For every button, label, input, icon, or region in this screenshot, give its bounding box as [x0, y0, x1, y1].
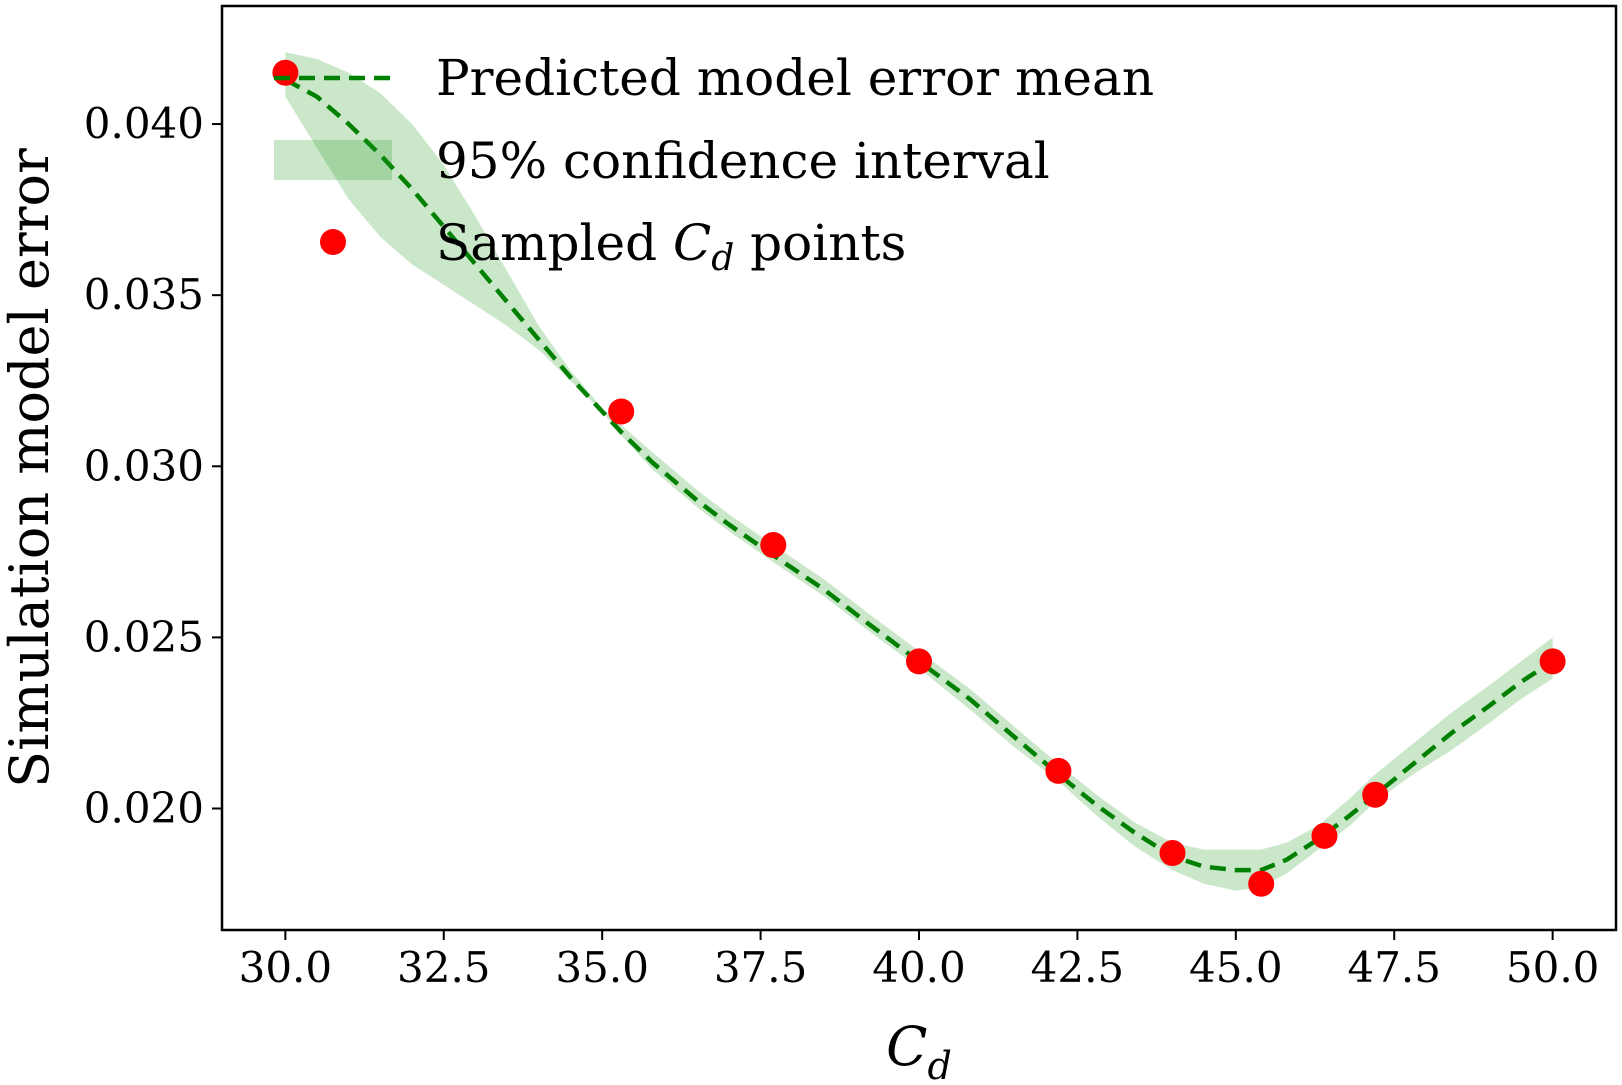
- x-tick-label: 35.0: [555, 943, 649, 992]
- y-tick-label: 0.030: [84, 441, 204, 490]
- sampled-point: [1248, 870, 1275, 897]
- x-axis-title: Cd: [886, 1015, 952, 1085]
- x-tick-label: 50.0: [1506, 943, 1600, 992]
- x-tick-label: 47.5: [1347, 943, 1441, 992]
- confidence-band: [285, 52, 1553, 891]
- x-tick-label: 42.5: [1031, 943, 1125, 992]
- legend-label-points: Sampled Cd points: [436, 214, 906, 279]
- legend-swatch-points: [320, 229, 346, 255]
- x-tick-label: 32.5: [397, 943, 491, 992]
- x-tick-label: 30.0: [239, 943, 333, 992]
- y-tick-label: 0.025: [84, 612, 204, 661]
- sampled-point: [1539, 648, 1566, 675]
- x-tick-label: 40.0: [872, 943, 966, 992]
- sampled-point: [1159, 840, 1186, 866]
- sampled-point: [1311, 822, 1338, 849]
- y-axis-title: Simulation model error: [0, 148, 61, 788]
- sampled-point: [1045, 757, 1072, 784]
- sampled-point: [608, 398, 635, 425]
- x-tick-label: 45.0: [1189, 943, 1283, 992]
- legend: Predicted model error mean 95% confidenc…: [274, 49, 1154, 279]
- sampled-point: [1362, 781, 1389, 808]
- sampled-point: [906, 648, 932, 675]
- y-tick-label: 0.035: [84, 270, 204, 319]
- y-tick-label: 0.020: [84, 784, 204, 833]
- legend-swatch-ci: [274, 140, 392, 180]
- sampled-point: [272, 59, 299, 86]
- legend-label-ci: 95% confidence interval: [436, 132, 1050, 190]
- legend-label-mean: Predicted model error mean: [436, 49, 1154, 107]
- mean-line: [284, 77, 1554, 873]
- sampled-point: [760, 532, 787, 558]
- y-tick-label: 0.040: [84, 99, 204, 148]
- x-tick-label: 37.5: [714, 943, 808, 992]
